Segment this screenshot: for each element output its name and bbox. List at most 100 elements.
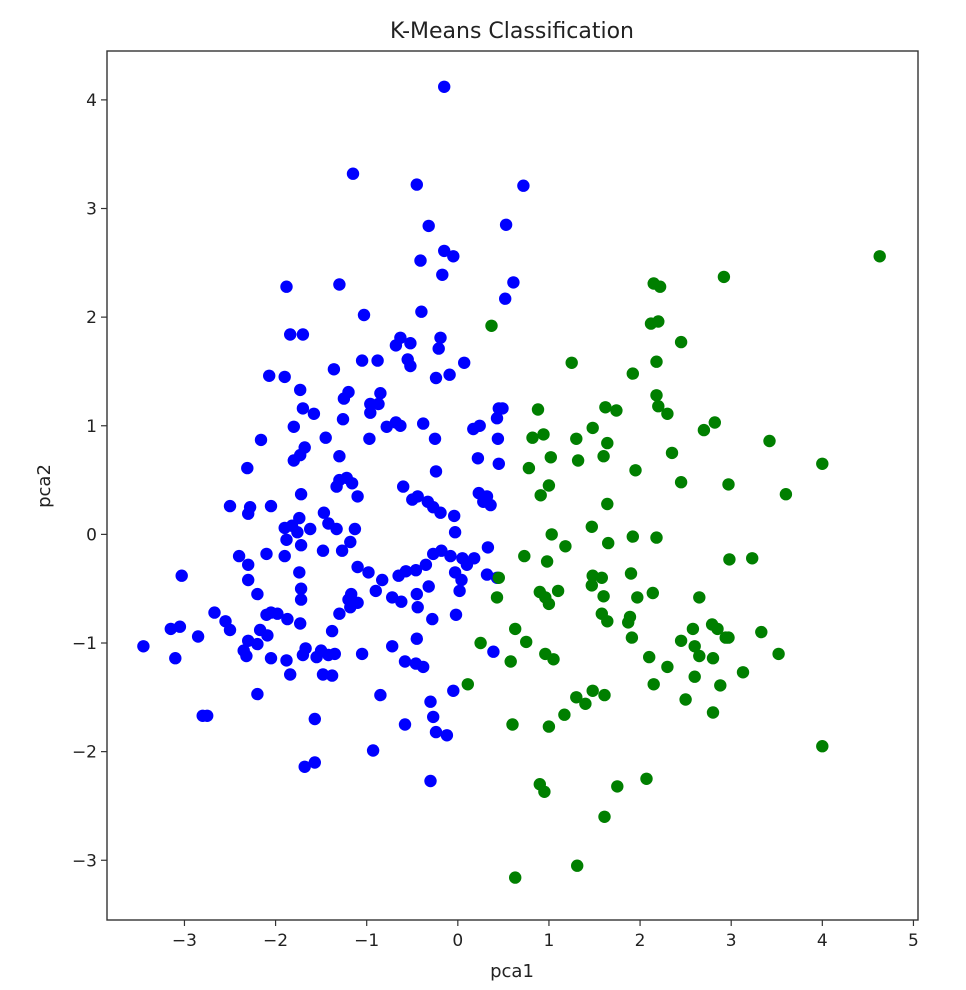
scatter-point: [496, 402, 509, 415]
scatter-point: [242, 558, 255, 571]
scatter-point: [319, 431, 332, 444]
x-tick-label: 3: [726, 931, 737, 951]
scatter-point: [509, 622, 522, 636]
scatter-point: [137, 640, 150, 653]
scatter-point: [506, 718, 519, 731]
scatter-point: [310, 650, 323, 664]
scatter-point: [597, 450, 610, 463]
scatter-point: [601, 615, 614, 628]
scatter-point: [714, 679, 727, 692]
scatter-point: [507, 276, 520, 289]
scatter-point: [570, 691, 583, 704]
scatter-point: [424, 774, 437, 788]
scatter-point: [281, 612, 294, 626]
scatter-point: [417, 417, 430, 430]
scatter-point: [328, 647, 341, 661]
scatter-point: [650, 355, 663, 368]
scatter-point: [432, 342, 445, 355]
scatter-point: [480, 568, 494, 581]
scatter-point: [547, 653, 560, 666]
scatter-point: [351, 490, 364, 503]
scatter-point: [422, 219, 435, 233]
scatter-point: [599, 401, 612, 414]
scatter-point: [280, 533, 293, 546]
scatter-point: [559, 540, 572, 553]
scatter-point: [586, 684, 599, 697]
scatter-point: [492, 571, 505, 584]
scatter-point: [223, 623, 237, 637]
scatter-point: [653, 280, 667, 293]
scatter-point: [261, 629, 274, 642]
scatter-point: [522, 461, 536, 475]
scatter-point: [448, 509, 461, 523]
scatter-point: [264, 499, 278, 513]
scatter-point: [601, 497, 614, 511]
scatter-point: [417, 660, 430, 674]
scatter-point: [490, 412, 504, 425]
scatter-point: [622, 616, 635, 629]
scatter-point: [534, 489, 547, 502]
scatter-point: [351, 596, 364, 609]
scatter-point: [537, 428, 550, 441]
scatter-point: [251, 687, 264, 701]
scatter-point: [414, 254, 427, 267]
scatter-point: [294, 488, 308, 501]
scatter-point: [706, 706, 720, 719]
scatter-point: [335, 544, 349, 557]
scatter-point: [542, 597, 556, 611]
scatter-point: [208, 606, 221, 619]
scatter-point: [293, 566, 306, 579]
scatter-point: [336, 413, 350, 426]
scatter-point: [586, 421, 599, 435]
scatter-point: [240, 649, 253, 663]
y-tick-label: 3: [86, 200, 97, 220]
scatter-point: [873, 250, 886, 263]
scatter-point: [697, 423, 711, 437]
scatter-point: [296, 328, 310, 341]
scatter-point: [434, 506, 447, 519]
scatter-point: [816, 457, 829, 470]
scatter-point: [419, 558, 433, 571]
scatter-point: [570, 432, 583, 445]
scatter-point: [540, 555, 554, 568]
scatter-point: [468, 552, 481, 565]
y-tick-label: 2: [86, 308, 97, 328]
scatter-point: [443, 368, 456, 381]
scatter-point: [526, 431, 539, 444]
scatter-point: [254, 433, 268, 447]
cluster-0-series: [137, 80, 530, 788]
scatter-point: [708, 416, 721, 429]
x-tick-label: −2: [263, 931, 288, 951]
scatter-point: [625, 631, 639, 644]
scatter-point: [485, 319, 498, 332]
scatter-point: [410, 632, 423, 645]
scatter-point: [308, 712, 321, 726]
scatter-point: [545, 528, 558, 541]
scatter-point: [346, 167, 360, 180]
scatter-point: [429, 725, 443, 739]
scatter-point: [650, 531, 663, 544]
scatter-point: [364, 406, 377, 419]
scatter-point: [626, 530, 639, 543]
scatter-point: [330, 480, 343, 493]
scatter-point: [518, 549, 531, 563]
scatter-point: [640, 772, 653, 785]
scatter-point: [598, 688, 611, 702]
scatter-point: [453, 584, 466, 598]
scatter-point: [364, 397, 377, 411]
scatter-point: [611, 780, 624, 793]
scatter-point: [333, 607, 346, 620]
scatter-point: [480, 490, 494, 503]
cluster-1-series: [461, 250, 886, 884]
scatter-point: [294, 539, 308, 552]
scatter-point: [722, 631, 735, 644]
scatter-point: [544, 451, 557, 464]
scatter-point: [287, 454, 300, 467]
scatter-point: [327, 363, 341, 376]
scatter-point: [686, 622, 700, 636]
scatter-point: [455, 573, 468, 587]
scatter-point: [325, 624, 339, 638]
scatter-point: [317, 506, 331, 519]
scatter-point: [610, 404, 623, 417]
